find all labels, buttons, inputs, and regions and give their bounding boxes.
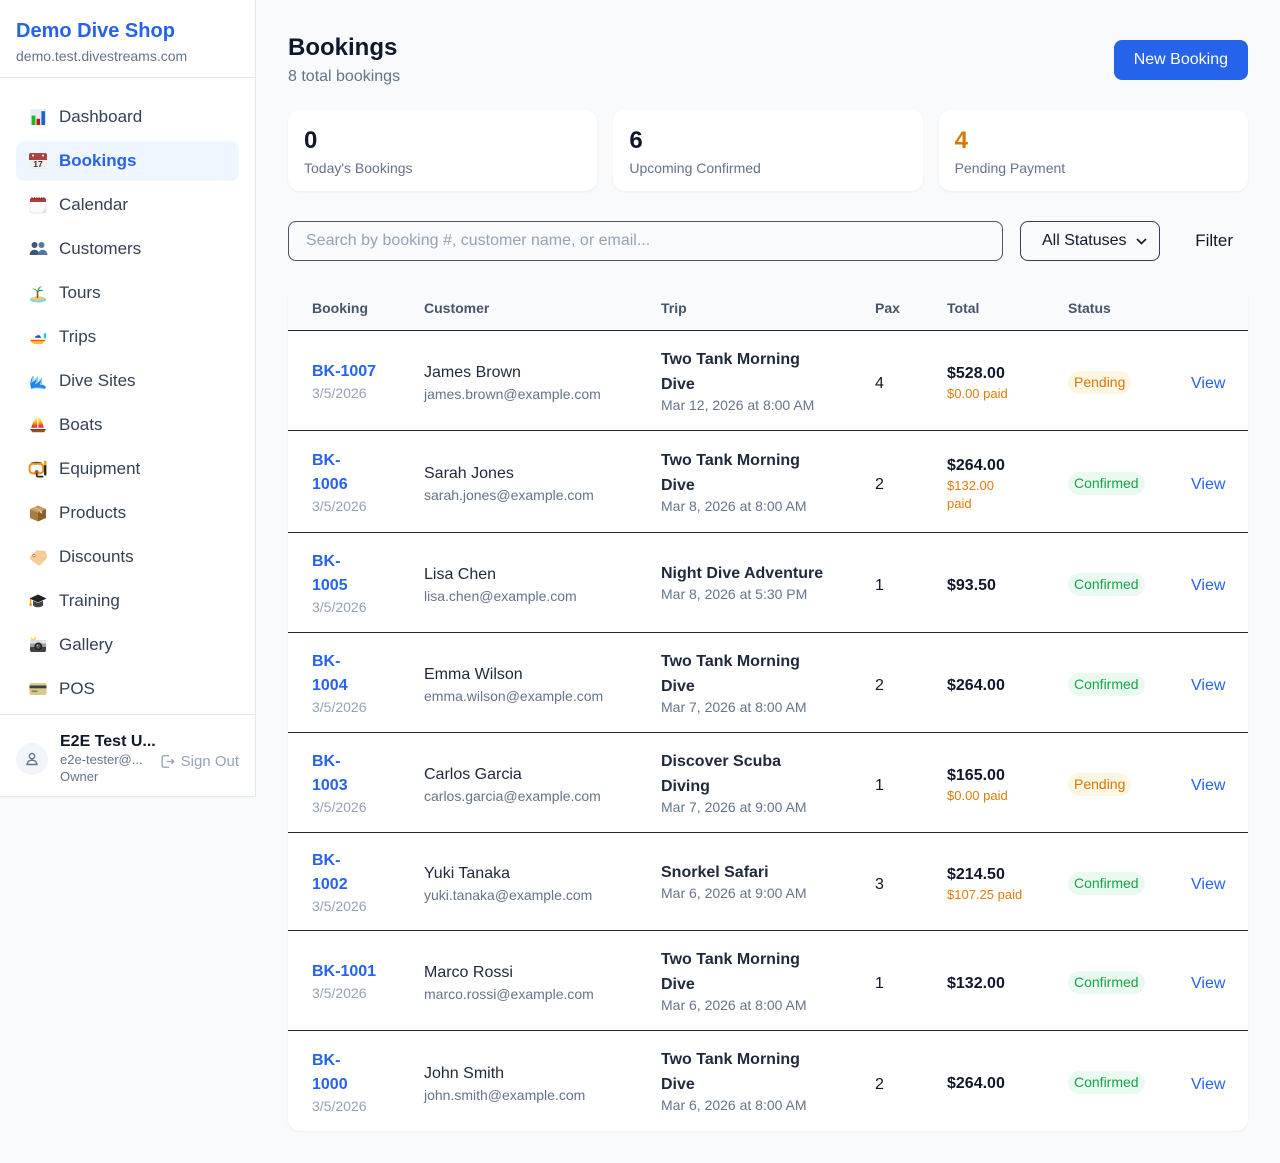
svg-text:17: 17 [33,159,43,169]
